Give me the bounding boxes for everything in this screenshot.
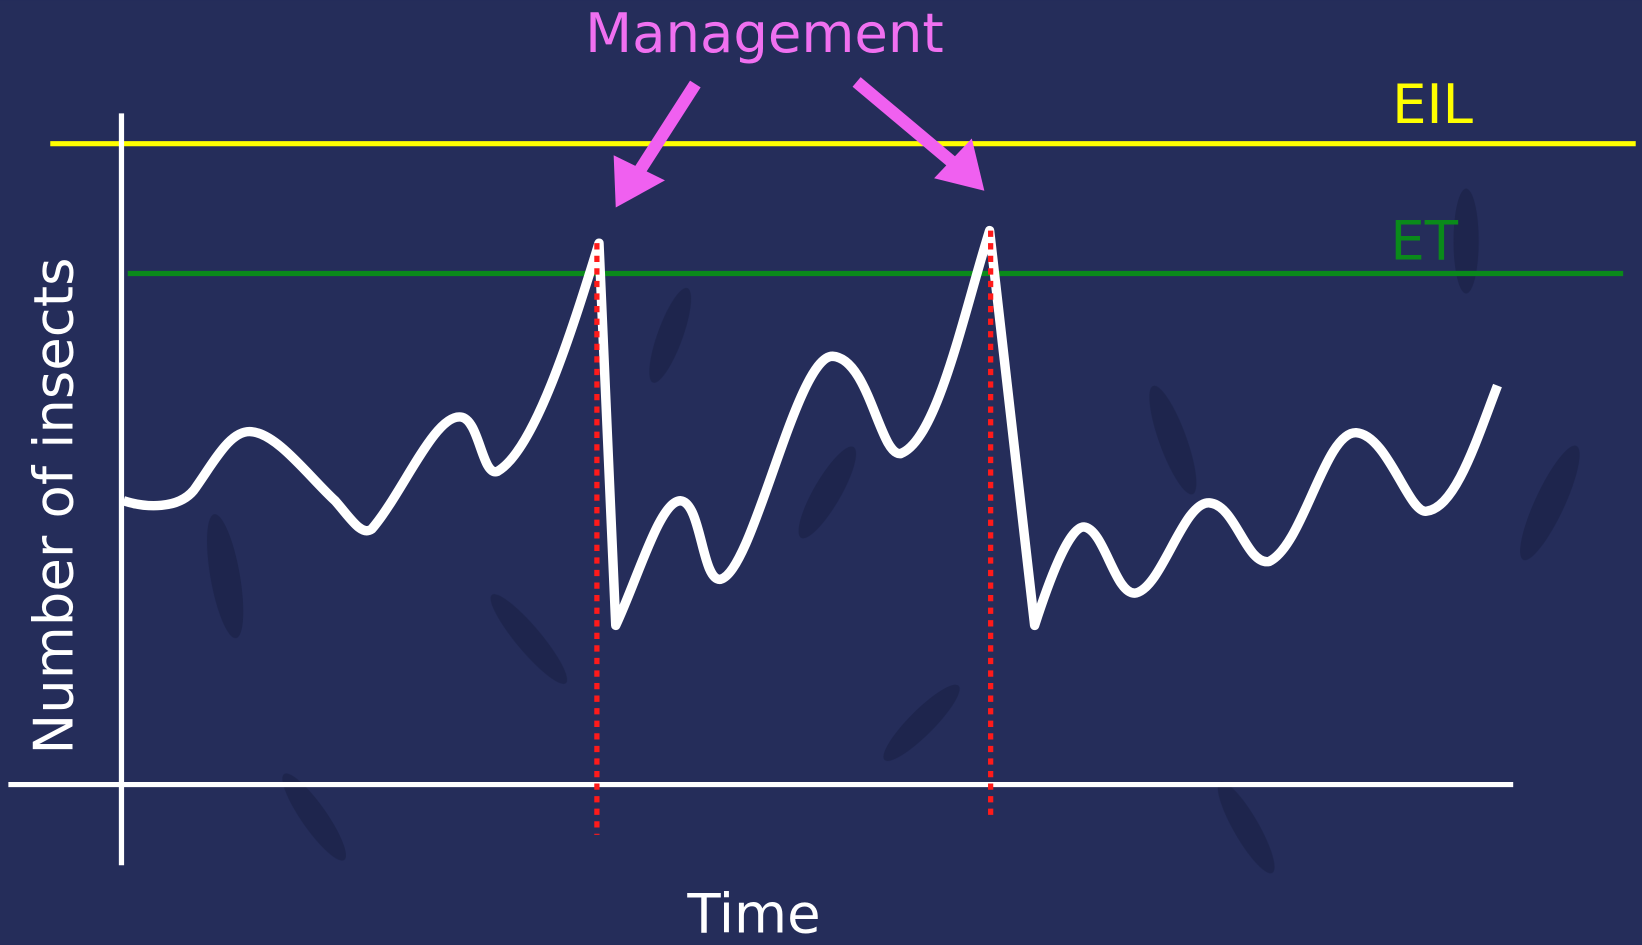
management-arrows — [613, 77, 985, 208]
x-axis-label: Time — [686, 882, 820, 945]
insect-silhouettes — [207, 188, 1580, 874]
management-label: Management — [585, 1, 944, 65]
y-axis-label: Number of insects — [22, 258, 86, 755]
population-curve — [122, 225, 1502, 631]
eil-label: EIL — [1392, 72, 1473, 136]
et-label: ET — [1390, 208, 1458, 272]
